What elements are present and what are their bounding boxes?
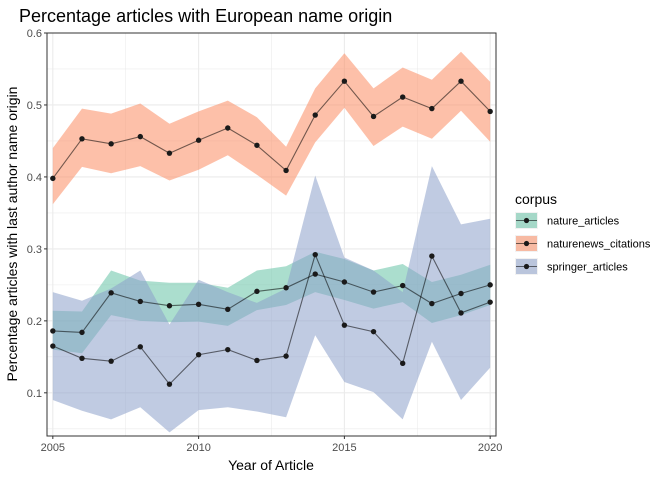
point-naturenews_citations: [137, 133, 143, 140]
point-naturenews_citations: [254, 142, 260, 148]
point-springer_articles: [487, 299, 493, 305]
point-springer_articles: [108, 358, 114, 364]
point-springer_articles: [225, 346, 231, 353]
confidence-bands: [52, 51, 491, 433]
point-springer_articles: [166, 381, 173, 387]
y-axis-title: Percentage articles with last author nam…: [4, 87, 20, 382]
y-tick-label: 0.5: [27, 100, 42, 112]
point-nature_articles: [370, 289, 377, 295]
point-nature_articles: [341, 279, 348, 285]
legend-label: naturenews_citations: [547, 239, 651, 251]
point-nature_articles: [166, 303, 173, 309]
line-naturenews_citations: [52, 80, 491, 179]
point-nature_articles: [79, 329, 85, 336]
point-naturenews_citations: [283, 167, 289, 174]
point-springer_articles: [400, 360, 406, 367]
point-springer_articles: [50, 343, 56, 349]
chart-title: Percentage articles with European name o…: [19, 6, 392, 26]
legend-key-point: [523, 263, 530, 270]
point-nature_articles: [400, 282, 406, 289]
point-springer_articles: [283, 353, 289, 359]
plot-border: [46, 32, 497, 437]
point-naturenews_citations: [341, 78, 348, 84]
point-nature_articles: [137, 298, 143, 305]
y-tick-label: 0.1: [27, 388, 42, 400]
point-nature_articles: [50, 328, 56, 334]
band-springer_articles: [52, 166, 491, 433]
point-naturenews_citations: [370, 113, 377, 120]
point-naturenews_citations: [195, 137, 202, 143]
point-nature_articles: [225, 306, 231, 313]
point-springer_articles: [79, 355, 85, 361]
x-tick-label: 2020: [478, 442, 502, 454]
x-axis: 2005 2010 2015 2020: [41, 436, 502, 454]
legend: corpus nature_articles naturenews_citatio…: [515, 191, 651, 275]
x-tick-label: 2005: [41, 442, 65, 454]
point-nature_articles: [458, 290, 464, 297]
point-naturenews_citations: [50, 175, 56, 182]
y-axis: 0.1 0.2 0.3 0.4 0.5 0.6: [27, 28, 47, 400]
y-tick-label: 0.4: [27, 172, 42, 184]
y-tick-label: 0.2: [27, 316, 42, 328]
point-naturenews_citations: [458, 78, 464, 84]
x-tick-label: 2010: [186, 442, 210, 454]
legend-key-point: [523, 240, 530, 247]
point-naturenews_citations: [79, 136, 85, 142]
point-naturenews_citations: [312, 112, 318, 118]
line-springer_articles: [52, 252, 491, 386]
series-points: [50, 78, 493, 387]
point-springer_articles: [254, 357, 260, 364]
point-naturenews_citations: [487, 108, 493, 115]
legend-label: springer_articles: [547, 262, 628, 274]
point-naturenews_citations: [429, 105, 435, 112]
point-nature_articles: [283, 285, 289, 291]
point-springer_articles: [341, 322, 348, 328]
legend-title: corpus: [515, 191, 557, 207]
point-naturenews_citations: [400, 94, 406, 100]
point-springer_articles: [195, 351, 202, 358]
point-nature_articles: [108, 290, 114, 296]
y-tick-label: 0.6: [27, 28, 42, 40]
legend-item-nature_articles: nature_articles: [515, 212, 620, 229]
point-nature_articles: [487, 282, 493, 288]
y-tick-label: 0.3: [27, 244, 42, 256]
series-lines: [52, 80, 491, 386]
line-nature_articles: [52, 273, 491, 333]
point-nature_articles: [195, 301, 202, 308]
band-naturenews_citations: [52, 51, 491, 205]
point-naturenews_citations: [225, 125, 231, 131]
point-springer_articles: [312, 251, 318, 258]
legend-label: nature_articles: [547, 216, 620, 228]
legend-key-point: [523, 217, 530, 224]
point-nature_articles: [429, 300, 435, 307]
x-tick-label: 2015: [332, 442, 356, 454]
point-nature_articles: [254, 288, 260, 295]
point-springer_articles: [429, 253, 435, 259]
x-axis-title: Year of Article: [228, 457, 314, 473]
point-naturenews_citations: [108, 141, 114, 147]
point-naturenews_citations: [166, 150, 173, 156]
point-springer_articles: [137, 344, 143, 350]
legend-item-naturenews_citations: naturenews_citations: [515, 235, 651, 252]
legend-item-springer_articles: springer_articles: [515, 258, 628, 275]
point-springer_articles: [458, 310, 464, 316]
point-springer_articles: [370, 328, 377, 335]
point-nature_articles: [312, 271, 318, 277]
